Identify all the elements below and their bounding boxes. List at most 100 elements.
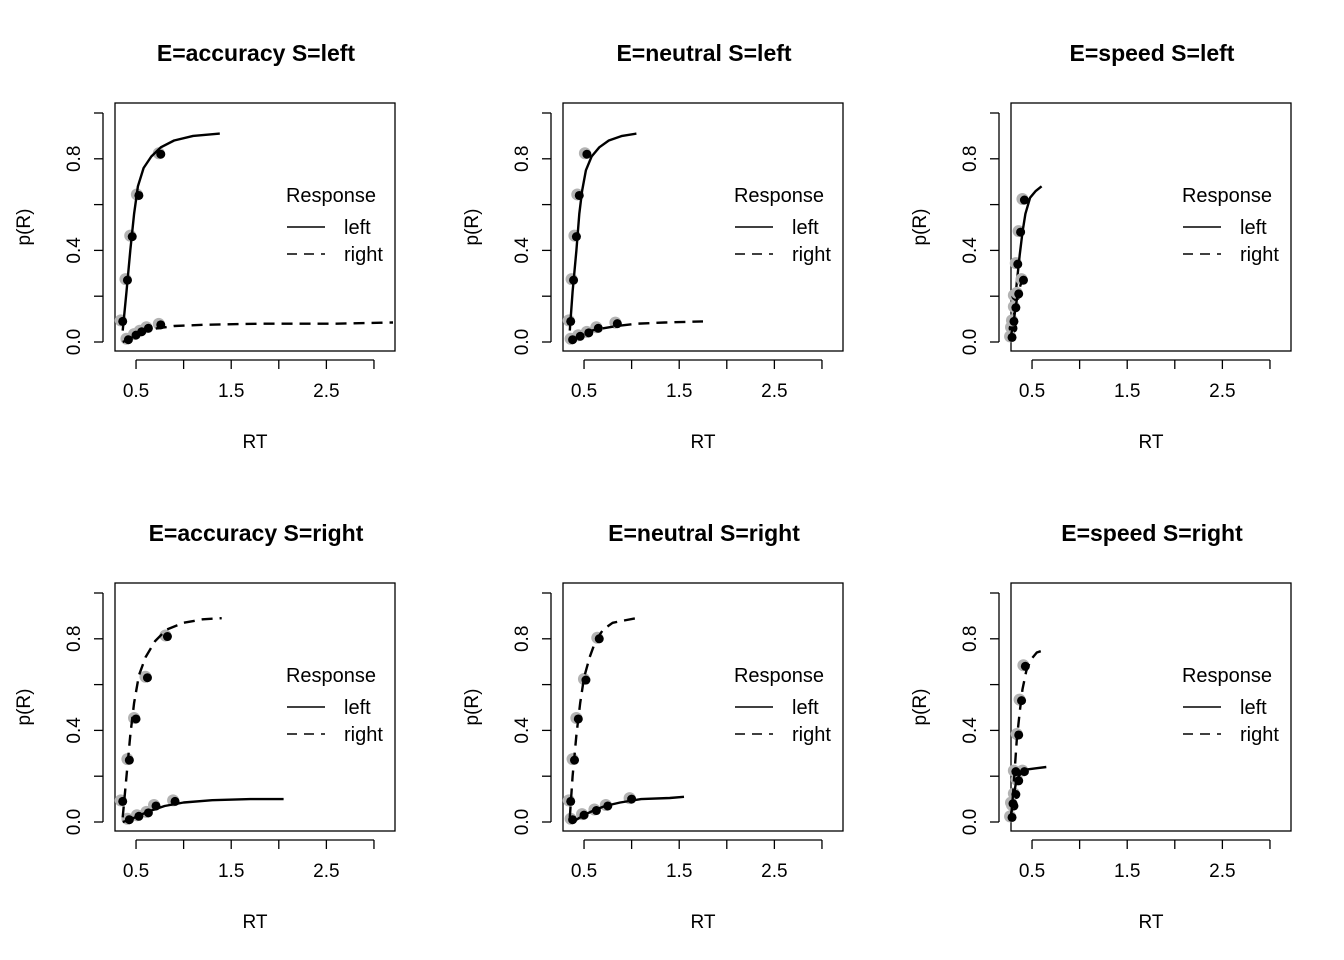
plot-frame — [114, 582, 396, 832]
y-tick-label: 0.8 — [64, 146, 85, 172]
quantile-point — [582, 149, 592, 159]
quantile-point — [1007, 332, 1017, 342]
legend-title: Response — [286, 665, 376, 687]
y-axis-label: p(R) — [910, 689, 931, 726]
quantile-point — [594, 634, 604, 644]
quantile-point — [118, 316, 128, 326]
quantile-point — [566, 316, 576, 326]
series-line-right — [121, 617, 222, 818]
legend-label-left: left — [344, 217, 371, 239]
plot-frame — [562, 582, 844, 832]
quantile-point — [156, 320, 166, 330]
x-tick-label: 2.5 — [313, 381, 339, 402]
x-tick-label: 0.5 — [123, 381, 149, 402]
x-tick-label: 1.5 — [1114, 381, 1140, 402]
quantile-point — [593, 323, 603, 333]
legend-label-left: left — [1240, 697, 1267, 719]
quantile-point — [573, 714, 583, 724]
y-axis-label: p(R) — [910, 209, 931, 246]
x-tick-label: 0.5 — [571, 861, 597, 882]
x-axis-label: RT — [243, 432, 268, 453]
plot-frame — [114, 102, 396, 352]
x-tick-label: 2.5 — [761, 381, 787, 402]
legend: Response left right — [286, 665, 383, 746]
quantile-point — [579, 810, 589, 820]
legend-label-right: right — [792, 724, 831, 746]
quantile-point — [143, 323, 153, 333]
quantile-point — [170, 796, 180, 806]
quantile-point — [162, 632, 172, 642]
chart-panel: E=accuracy S=left 0.5 1.5 2.5 RT 0.0 0.4 0.8 p(R… — [14, 40, 396, 453]
plot-frame — [1010, 582, 1292, 832]
quantile-point — [118, 796, 128, 806]
x-axis-label: RT — [691, 432, 716, 453]
quantile-point — [124, 815, 134, 825]
x-axis-label: RT — [1139, 432, 1164, 453]
x-tick-label: 1.5 — [666, 381, 692, 402]
y-tick-label: 0.8 — [64, 626, 85, 652]
x-tick-label: 2.5 — [1209, 381, 1235, 402]
quantile-point — [134, 811, 144, 821]
chart-title: E=neutral S=left — [616, 40, 791, 66]
quantile-point — [1013, 259, 1023, 269]
y-tick-label: 0.4 — [64, 717, 85, 744]
quantile-point — [568, 335, 578, 345]
plot-frame — [562, 102, 844, 352]
x-tick-label: 1.5 — [218, 381, 244, 402]
x-tick-label: 2.5 — [761, 861, 787, 882]
quantile-point — [571, 232, 581, 242]
y-tick-label: 0.8 — [512, 146, 533, 172]
quantile-point — [1019, 195, 1029, 205]
y-axis-label: p(R) — [14, 689, 35, 726]
quantile-point — [627, 794, 637, 804]
quantile-point — [143, 808, 153, 818]
legend: Response left right — [734, 185, 831, 266]
legend-title: Response — [734, 665, 824, 687]
quantile-point — [1019, 767, 1029, 777]
x-tick-label: 0.5 — [123, 861, 149, 882]
chart-panel: E=accuracy S=right 0.5 1.5 2.5 RT 0.0 0.4 0.8 p(… — [14, 520, 396, 933]
y-tick-label: 0.0 — [512, 809, 533, 835]
quantile-point — [127, 232, 137, 242]
y-tick-label: 0.4 — [960, 717, 981, 744]
quantile-point — [151, 801, 161, 811]
legend: Response left right — [734, 665, 831, 746]
quantile-point — [1020, 661, 1030, 671]
series-line-left — [568, 132, 637, 331]
x-tick-label: 1.5 — [666, 861, 692, 882]
legend: Response left right — [1182, 665, 1279, 746]
x-tick-label: 1.5 — [1114, 861, 1140, 882]
quantile-point — [584, 328, 594, 338]
legend-label-right: right — [344, 244, 383, 266]
quantile-point — [1016, 227, 1026, 237]
quantile-point — [137, 327, 147, 337]
legend-label-right: right — [1240, 724, 1279, 746]
quantile-point — [566, 796, 576, 806]
quantile-point — [575, 331, 585, 341]
quantile-point — [131, 714, 141, 724]
chart-title: E=speed S=right — [1061, 520, 1243, 546]
legend-label-left: left — [792, 217, 819, 239]
legend-label-left: left — [1240, 217, 1267, 239]
y-tick-label: 0.4 — [512, 717, 533, 744]
quantile-point — [1018, 275, 1028, 285]
y-tick-label: 0.0 — [64, 809, 85, 835]
chart-panel: E=neutral S=right 0.5 1.5 2.5 RT 0.0 0.4 0.8 p(R… — [462, 520, 844, 933]
legend: Response left right — [286, 185, 383, 266]
chart-title: E=accuracy S=right — [149, 520, 364, 546]
quantile-point — [1009, 316, 1019, 326]
quantile-point — [142, 673, 152, 683]
x-axis-label: RT — [1139, 912, 1164, 933]
quantile-point — [581, 675, 591, 685]
plot-frame — [1010, 102, 1292, 352]
quantile-point — [1017, 696, 1027, 706]
legend-label-left: left — [344, 697, 371, 719]
x-axis-label: RT — [691, 912, 716, 933]
quantile-point — [1011, 767, 1021, 777]
y-tick-label: 0.4 — [64, 237, 85, 264]
legend-label-right: right — [344, 724, 383, 746]
quantile-point — [591, 806, 601, 816]
x-tick-label: 2.5 — [1209, 861, 1235, 882]
legend-title: Response — [734, 185, 824, 207]
